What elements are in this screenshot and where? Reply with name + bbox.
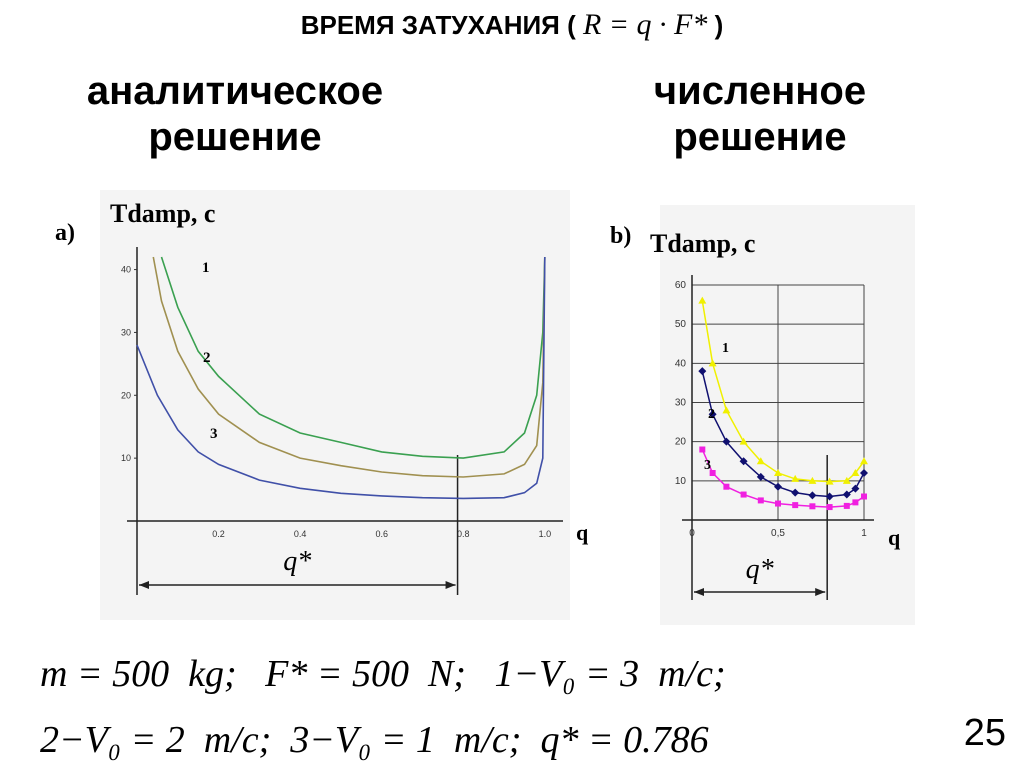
chart-b-series-2-point (851, 484, 860, 493)
chart-b-series-1-point (774, 469, 782, 476)
chart-b-background (660, 205, 915, 625)
chart-a-arrow-head-left (139, 581, 149, 589)
chart-a-y-tick-label: 10 (121, 453, 131, 463)
chart-a-y-tick-label: 30 (121, 327, 131, 337)
chart-b-series-3-point (709, 470, 716, 476)
chart-b-series-3-point (809, 503, 816, 510)
chart-a-series-label: 1 (202, 260, 210, 276)
chart-b-series-3-point (699, 446, 706, 453)
title-close: ) (714, 10, 724, 40)
numeric-heading-line1: численное (653, 69, 867, 113)
chart-b-arrow-head-left (694, 588, 704, 596)
chart-b-series-3-point (826, 504, 833, 511)
chart-a-x-label: q (576, 520, 589, 545)
chart-a-x-tick-label: 1.0 (539, 529, 552, 539)
numeric-heading-line2: решение (673, 115, 847, 159)
chart-b-series-3-line (701, 449, 865, 508)
chart-b-series-2-point (698, 367, 707, 376)
chart-a-arrow-head-right (445, 581, 456, 589)
chart-b-y-tick-label: 50 (675, 319, 687, 330)
chart-b-series-2-point (774, 482, 782, 491)
numeric-heading: численное решение (600, 68, 920, 160)
chart-b-series-3-point (852, 499, 859, 506)
slide-title: ВРЕМЯ ЗАТУХАНИЯ ( R = q · F* ) (0, 8, 1024, 42)
chart-b-series-1-point (698, 296, 707, 304)
chart-b-series-1-point (851, 469, 860, 476)
title-formula: R = q · F* (582, 8, 708, 41)
chart-b-y-tick-label: 10 (675, 476, 687, 487)
chart-b-series-3-point (740, 491, 747, 498)
chart-a-series-3-line (136, 256, 546, 500)
params-line-2: 2−V₀ = 2 m/c; 3−V₀ = 1 m/c; q* = 0.786 (40, 719, 709, 761)
chart-b-series-2-point (808, 491, 817, 500)
chart-b-y-tick-label: 40 (675, 358, 687, 369)
chart-b-series-3-point (775, 500, 781, 507)
chart-b-series-label: 1 (722, 341, 729, 356)
chart-a-series-label: 2 (203, 350, 211, 366)
chart-b-series-label: 2 (708, 407, 715, 422)
chart-b-series-2-point (708, 410, 717, 419)
chart-b-series-1-point (739, 437, 748, 445)
page-number: 25 (963, 712, 1006, 754)
chart-b-series-3-point (757, 497, 764, 504)
chart-a-x-tick-label: 0.8 (457, 529, 470, 539)
chart-b-series-label: 3 (704, 458, 711, 473)
chart-b-y-label: Tdamp, c (650, 229, 755, 258)
chart-b-x-tick-label: 0 (689, 528, 695, 539)
chart-a-series-2-line (152, 256, 546, 478)
chart-b-series-1-point (722, 406, 731, 414)
chart-b-series-2-point (825, 492, 834, 501)
analytic-heading-line2: решение (148, 115, 322, 159)
chart-b-series-3-point (861, 493, 867, 500)
chart-b-series-1-point (808, 476, 817, 484)
chart-b-series-2-point (791, 488, 800, 497)
chart-a-y-tick-label: 20 (121, 390, 131, 400)
analytic-heading-line1: аналитическое (86, 69, 384, 113)
chart-b-y-tick-label: 20 (675, 437, 687, 448)
chart-b-series-1-point (791, 474, 800, 482)
chart-b-series-2-line (701, 371, 865, 498)
chart-b-series-3-point (792, 502, 799, 509)
chart-a-x-tick-label: 0.2 (212, 529, 225, 539)
chart-b-x-tick-label: 0,5 (771, 528, 785, 539)
chart-a-x-tick-label: 0.4 (294, 529, 307, 539)
chart-a-qstar-label: q* (283, 546, 311, 577)
chart-b-series-1-line (701, 300, 865, 483)
analytic-heading: аналитическое решение (50, 68, 420, 160)
title-text: ВРЕМЯ ЗАТУХАНИЯ ( (300, 10, 576, 40)
chart-b-x-tick-label: 1 (861, 528, 867, 539)
chart-b-series-1-point (842, 476, 851, 484)
chart-b-x-label: q (888, 525, 901, 550)
params-line-1: m = 500 kg; F* = 500 N; 1−V₀ = 3 m/c; (40, 653, 726, 695)
chart-a-series-1-line (160, 256, 546, 459)
chart-a-x-tick-label: 0.6 (375, 529, 388, 539)
chart-a-y-label: Tdamp, c (110, 199, 215, 228)
chart-a-background (100, 190, 570, 620)
chart-b-panel-label: b) (610, 223, 631, 249)
chart-b-series-3-point (843, 502, 850, 509)
chart-b-arrow-head-right (815, 588, 826, 596)
chart-b-series-1-point (756, 457, 765, 465)
chart-a-y-tick-label: 40 (121, 265, 131, 275)
chart-b-series-1-point (708, 359, 717, 367)
chart-b-series-1-point (860, 457, 868, 465)
chart-b-series-2-point (739, 457, 748, 466)
chart-a-panel-label: a) (55, 220, 75, 246)
chart-b-series-2-point (860, 469, 868, 477)
chart-b-series-2-point (842, 490, 851, 499)
chart-b-series-2-point (756, 472, 765, 481)
chart-a-series-label: 3 (210, 426, 218, 442)
chart-b-y-tick-label: 60 (675, 280, 687, 291)
chart-b-qstar-label: q* (746, 554, 774, 585)
chart-b-series-1-point (825, 477, 834, 485)
chart-b-series-2-point (722, 437, 731, 446)
chart-b-y-tick-label: 30 (675, 398, 687, 409)
chart-b-series-3-point (723, 483, 730, 490)
